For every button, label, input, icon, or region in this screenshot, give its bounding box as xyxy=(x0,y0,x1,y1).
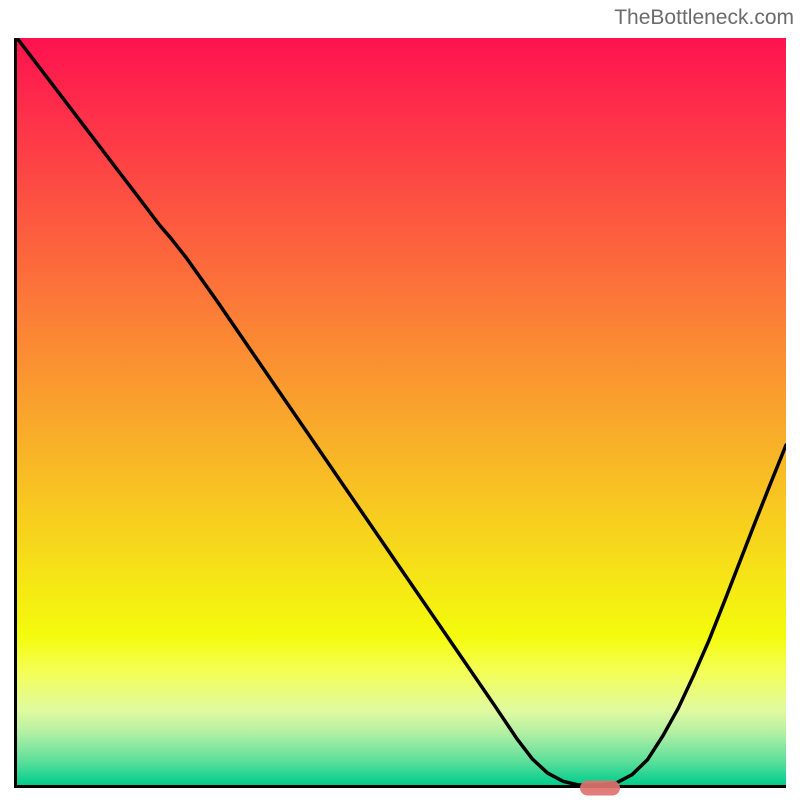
bottleneck-chart: TheBottleneck.com xyxy=(0,0,800,800)
optimum-marker xyxy=(580,781,620,796)
gradient-background xyxy=(17,38,786,785)
plot-area xyxy=(14,38,786,788)
watermark-text: TheBottleneck.com xyxy=(614,6,794,30)
